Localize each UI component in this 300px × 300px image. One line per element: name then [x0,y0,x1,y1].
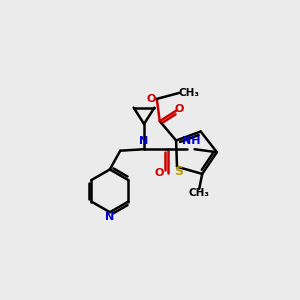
Text: O: O [174,104,184,114]
Text: N: N [140,136,149,146]
Text: O: O [147,94,156,104]
Text: NH: NH [182,136,201,146]
Text: S: S [174,165,183,178]
Text: CH₃: CH₃ [189,188,210,198]
Text: O: O [155,168,164,178]
Text: N: N [105,212,115,222]
Text: CH₃: CH₃ [179,88,200,98]
